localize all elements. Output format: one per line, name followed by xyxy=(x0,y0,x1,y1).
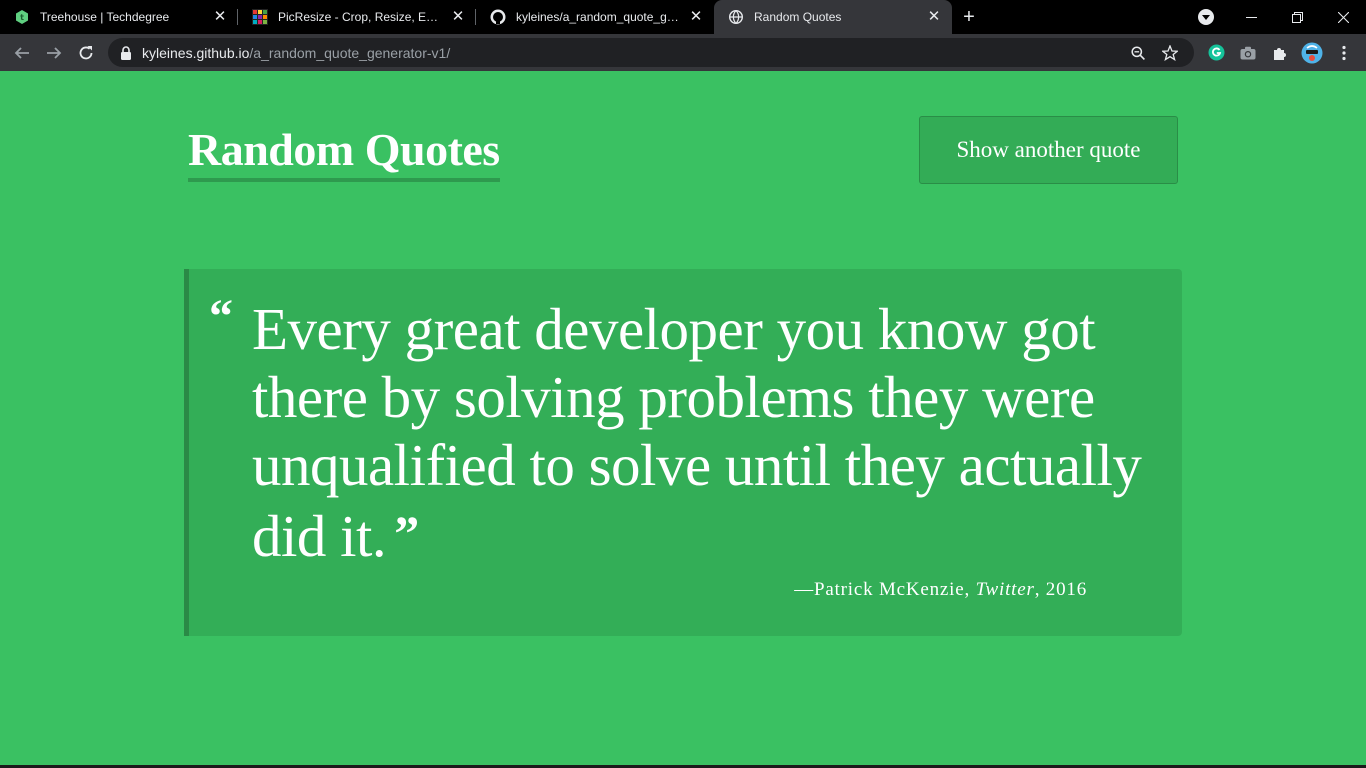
open-quote-mark: “ xyxy=(209,290,233,343)
quote-year-separator: , xyxy=(1034,579,1046,600)
url-host: kyleines.github.io xyxy=(142,44,250,61)
lock-icon[interactable] xyxy=(120,45,134,60)
window-bottom-edge xyxy=(0,765,1366,768)
menu-kebab-icon[interactable] xyxy=(1328,38,1360,67)
tab-title: PicResize - Crop, Resize, Edit images xyxy=(278,10,444,24)
url-path: /a_random_quote_generator-v1/ xyxy=(249,44,451,61)
extensions-puzzle-icon[interactable] xyxy=(1264,38,1296,67)
grammarly-icon[interactable] xyxy=(1200,38,1232,67)
back-icon[interactable] xyxy=(6,37,38,69)
reload-icon[interactable] xyxy=(70,37,102,69)
page-content: Random Quotes Show another quote “ Every… xyxy=(0,71,1366,765)
page-title: Random Quotes xyxy=(188,123,500,182)
tab-title: Treehouse | Techdegree xyxy=(40,10,170,24)
tab-title: kyleines/a_random_quote_generator xyxy=(516,10,682,24)
minimize-icon[interactable] xyxy=(1228,0,1274,34)
quote-box: “ Every great developer you know got the… xyxy=(184,269,1182,636)
tab-title: Random Quotes xyxy=(754,10,842,24)
tab-github[interactable]: kyleines/a_random_quote_generator ✕ xyxy=(476,0,714,34)
window-controls xyxy=(1228,0,1366,34)
globe-icon xyxy=(728,9,744,25)
tab-treehouse[interactable]: t Treehouse | Techdegree ✕ xyxy=(0,0,238,34)
close-icon[interactable]: ✕ xyxy=(927,8,941,25)
quote-year: 2016 xyxy=(1045,579,1087,600)
close-window-icon[interactable] xyxy=(1320,0,1366,34)
browser-toolbar: kyleines.github.io/a_random_quote_genera… xyxy=(0,34,1366,71)
tab-strip: t Treehouse | Techdegree ✕ PicResize - C… xyxy=(0,0,1366,34)
quote-author: —Patrick McKenzie, xyxy=(794,579,976,600)
quote-source: —Patrick McKenzie, Twitter, 2016 xyxy=(794,579,1087,601)
forward-icon[interactable] xyxy=(38,37,70,69)
picresize-icon xyxy=(252,9,268,25)
tab-picresize[interactable]: PicResize - Crop, Resize, Edit images ✕ xyxy=(238,0,476,34)
tab-search-icon[interactable] xyxy=(1198,9,1214,25)
quote-text: Every great developer you know got there… xyxy=(252,295,1177,570)
close-icon[interactable]: ✕ xyxy=(213,8,227,25)
close-icon[interactable]: ✕ xyxy=(451,8,465,25)
quote-citation: Twitter xyxy=(975,579,1035,600)
close-quote-mark: ” xyxy=(394,505,419,561)
address-bar[interactable]: kyleines.github.io/a_random_quote_genera… xyxy=(108,38,1194,67)
svg-text:t: t xyxy=(20,13,24,22)
tab-random-quotes[interactable]: Random Quotes ✕ xyxy=(714,0,952,34)
new-tab-button[interactable]: + xyxy=(963,5,975,28)
treehouse-icon: t xyxy=(14,9,30,25)
close-icon[interactable]: ✕ xyxy=(689,8,703,25)
zoom-icon[interactable] xyxy=(1122,38,1154,67)
bookmark-star-icon[interactable] xyxy=(1154,38,1186,67)
camera-icon[interactable] xyxy=(1232,38,1264,67)
github-icon xyxy=(490,9,506,25)
restore-icon[interactable] xyxy=(1274,0,1320,34)
avatar[interactable] xyxy=(1296,38,1328,67)
show-another-quote-button[interactable]: Show another quote xyxy=(919,116,1178,184)
quote-body: Every great developer you know got there… xyxy=(252,296,1142,569)
